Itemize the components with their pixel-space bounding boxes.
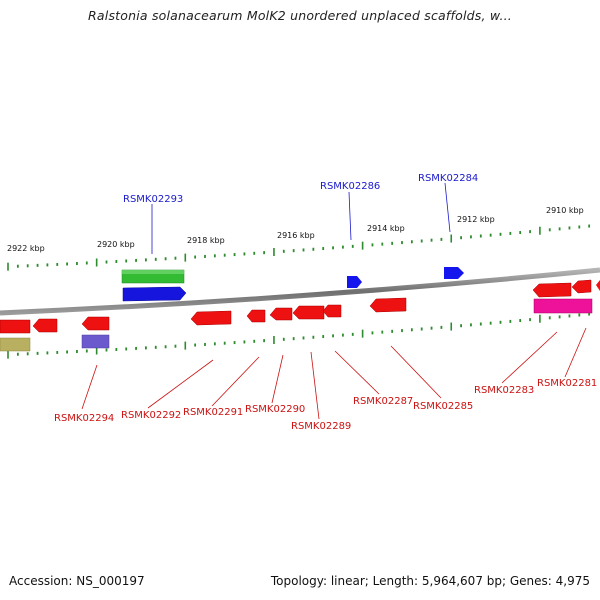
gene-label[interactable]: RSMK02294 <box>54 413 114 424</box>
kbp-label: 2912 kbp <box>457 215 495 224</box>
kbp-label: 2918 kbp <box>187 236 225 245</box>
gene-label[interactable]: RSMK02286 <box>320 181 380 192</box>
gene-feature[interactable] <box>533 298 593 314</box>
gene-label[interactable]: RSMK02283 <box>474 385 534 396</box>
gene-label[interactable]: RSMK02291 <box>183 407 243 418</box>
gene-feature[interactable] <box>0 319 31 334</box>
gene-feature[interactable] <box>532 282 572 298</box>
gene-feature[interactable] <box>81 316 110 331</box>
genome-backbone <box>0 267 600 316</box>
map-title: Ralstonia solanacearum MolK2 unordered u… <box>88 8 512 23</box>
gene-label[interactable]: RSMK02284 <box>418 173 478 184</box>
kbp-scale-labels: 2922 kbp 2920 kbp 2918 kbp 2916 kbp 2914… <box>7 206 584 253</box>
upper-scale-track <box>7 224 591 271</box>
lower-scale-track <box>7 312 591 359</box>
gene-feature[interactable] <box>81 334 110 349</box>
gene-label[interactable]: RSMK02292 <box>121 410 181 421</box>
genome-stats-text: Topology: linear; Length: 5,964,607 bp; … <box>270 574 590 588</box>
kbp-label: 2920 kbp <box>97 240 135 249</box>
gene-feature[interactable] <box>571 279 592 294</box>
gene-feature[interactable] <box>246 309 266 323</box>
gene-feature[interactable] <box>444 267 464 279</box>
gene-feature[interactable] <box>596 280 600 291</box>
reverse-gene-labels: RSMK02294 RSMK02292 RSMK02291 RSMK02290 … <box>54 378 597 432</box>
gene-feature[interactable] <box>0 337 31 352</box>
kbp-label: 2916 kbp <box>277 231 315 240</box>
gene-feature[interactable] <box>322 304 342 318</box>
gene-feature[interactable] <box>369 297 407 313</box>
gene-label[interactable]: RSMK02287 <box>353 396 413 407</box>
gene-label[interactable]: RSMK02285 <box>413 401 473 412</box>
label-leader-lines <box>81 182 587 420</box>
kbp-label: 2914 kbp <box>367 224 405 233</box>
gene-feature[interactable] <box>32 318 58 333</box>
gene-label[interactable]: RSMK02290 <box>245 404 305 415</box>
gene-feature[interactable] <box>122 286 187 302</box>
gene-feature[interactable] <box>190 310 232 326</box>
gene-feature[interactable] <box>347 276 362 288</box>
gene-label[interactable]: RSMK02293 <box>123 194 183 205</box>
gene-label[interactable]: RSMK02281 <box>537 378 597 389</box>
forward-gene-labels: RSMK02293 RSMK02286 RSMK02284 <box>123 173 478 205</box>
kbp-label: 2910 kbp <box>546 206 584 215</box>
accession-text: Accession: NS_000197 <box>9 574 145 588</box>
kbp-label: 2922 kbp <box>7 244 45 253</box>
forward-genes <box>121 267 464 302</box>
reverse-genes <box>0 279 600 352</box>
gene-feature[interactable] <box>269 307 293 321</box>
gene-label[interactable]: RSMK02289 <box>291 421 351 432</box>
gene-feature[interactable] <box>292 305 325 320</box>
